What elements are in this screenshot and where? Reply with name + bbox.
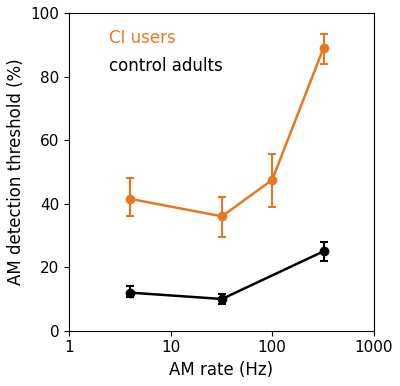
Text: CI users: CI users [109,29,176,47]
X-axis label: AM rate (Hz): AM rate (Hz) [169,361,274,379]
Y-axis label: AM detection threshold (%): AM detection threshold (%) [7,59,25,285]
Text: control adults: control adults [109,58,222,75]
